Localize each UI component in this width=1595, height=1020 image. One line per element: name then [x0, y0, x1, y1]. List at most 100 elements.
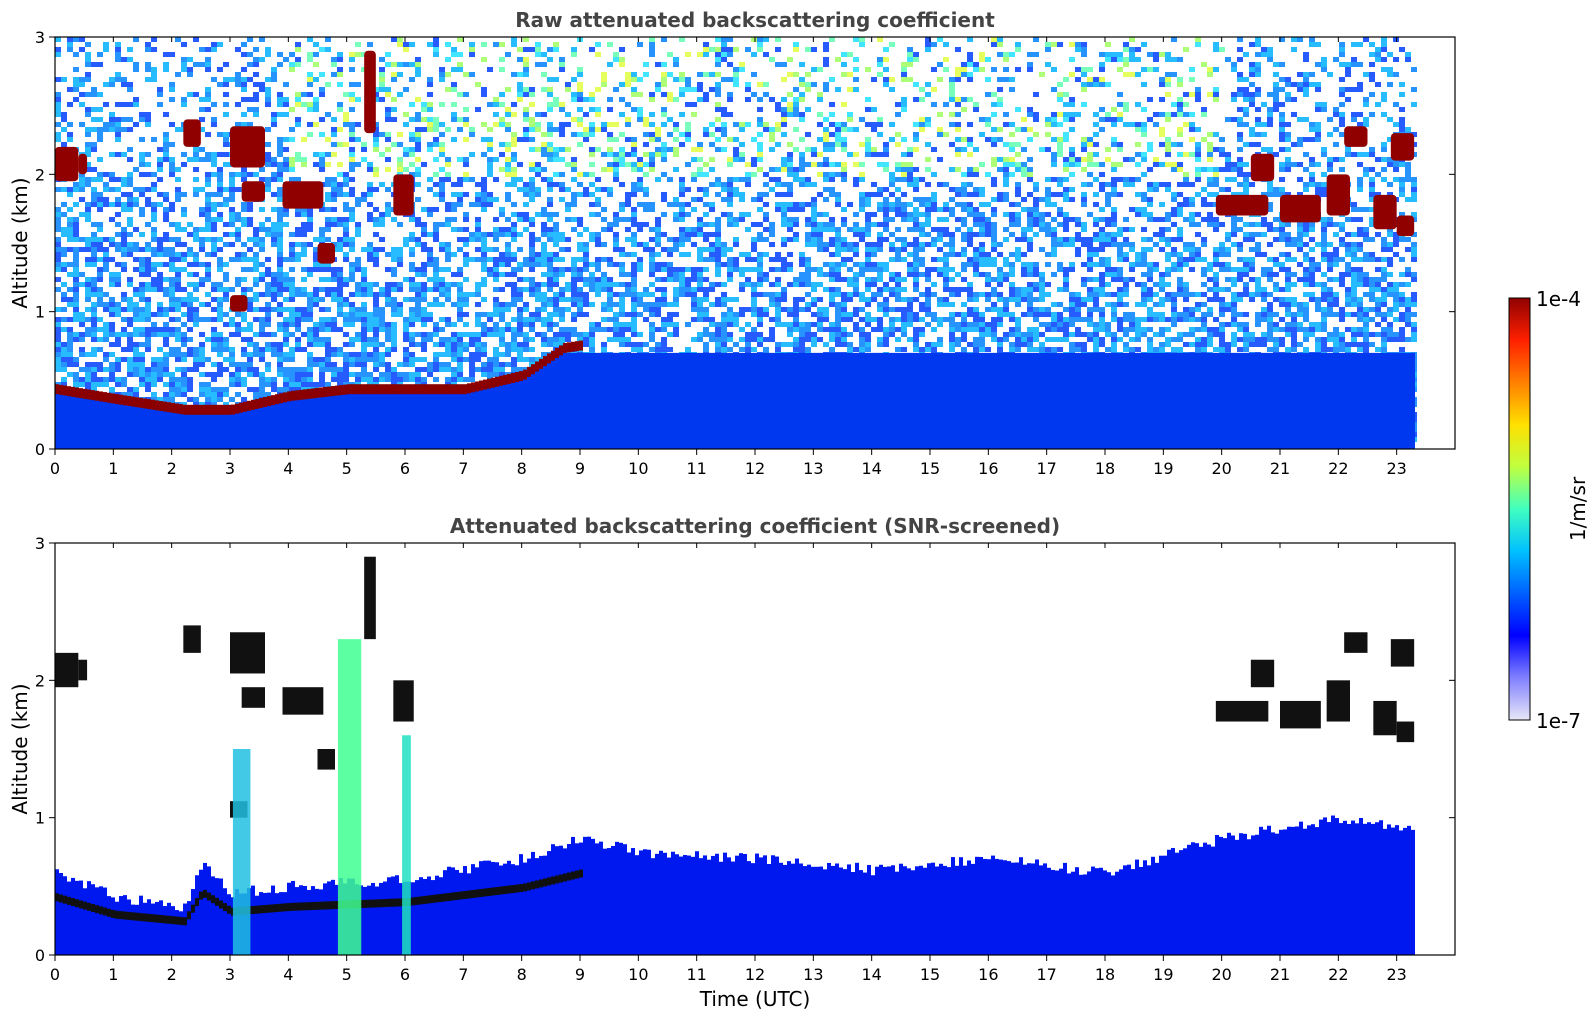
heatmap-cell: [277, 367, 283, 372]
heatmap-cell: [697, 257, 703, 262]
heatmap-cell: [127, 197, 133, 202]
heatmap-cell: [163, 192, 169, 197]
heatmap-cell: [247, 357, 253, 362]
heatmap-cell: [67, 297, 73, 302]
heatmap-cell: [697, 227, 703, 232]
heatmap-cell: [175, 347, 181, 352]
heatmap-cell: [319, 162, 325, 167]
heatmap-cell: [715, 217, 721, 222]
heatmap-cell: [385, 137, 391, 142]
heatmap-cell: [235, 172, 241, 177]
heatmap-cell: [475, 367, 481, 372]
heatmap-cell: [115, 247, 121, 252]
heatmap-cell: [463, 157, 469, 162]
heatmap-cell: [307, 337, 313, 342]
heatmap-cell: [709, 302, 715, 307]
heatmap-cell: [505, 197, 511, 202]
heatmap-cell: [493, 272, 499, 277]
heatmap-cell: [379, 317, 385, 322]
heatmap-cell: [475, 332, 481, 337]
heatmap-cell: [547, 257, 553, 262]
heatmap-cell: [223, 287, 229, 292]
heatmap-cell: [73, 52, 79, 57]
heatmap-cell: [133, 347, 139, 352]
heatmap-cell: [115, 332, 121, 337]
heatmap-cell: [277, 242, 283, 247]
heatmap-cell: [625, 237, 631, 242]
heatmap-cell: [427, 127, 433, 132]
heatmap-cell: [709, 247, 715, 252]
heatmap-cell: [229, 352, 235, 357]
heatmap-cell: [211, 347, 217, 352]
heatmap-cell: [319, 207, 325, 212]
heatmap-cell: [61, 297, 67, 302]
heatmap-cell: [499, 207, 505, 212]
heatmap-cell: [295, 292, 301, 297]
heatmap-cell: [535, 252, 541, 257]
heatmap-cell: [715, 192, 721, 197]
heatmap-cell: [169, 207, 175, 212]
heatmap-cell: [319, 72, 325, 77]
heatmap-cell: [433, 357, 439, 362]
heatmap-cell: [283, 162, 289, 167]
heatmap-cell: [451, 322, 457, 327]
heatmap-cell: [451, 67, 457, 72]
heatmap-cell: [271, 177, 277, 182]
heatmap-cell: [379, 352, 385, 357]
heatmap-cell: [457, 92, 463, 97]
heatmap-cell: [451, 137, 457, 142]
heatmap-cell: [505, 112, 511, 117]
heatmap-cell: [223, 92, 229, 97]
heatmap-cell: [487, 362, 493, 367]
heatmap-cell: [361, 197, 367, 202]
heatmap-cell: [301, 162, 307, 167]
heatmap-cell: [73, 312, 79, 317]
heatmap-cell: [547, 252, 553, 257]
heatmap-cell: [583, 282, 589, 287]
heatmap-cell: [337, 302, 343, 307]
heatmap-cell: [433, 137, 439, 142]
heatmap-cell: [97, 157, 103, 162]
heatmap-cell: [85, 182, 91, 187]
heatmap-cell: [169, 302, 175, 307]
heatmap-cell: [295, 47, 301, 52]
heatmap-cell: [289, 367, 295, 372]
heatmap-cell: [679, 217, 685, 222]
heatmap-cell: [55, 222, 61, 227]
heatmap-cell: [157, 177, 163, 182]
heatmap-cell: [115, 277, 121, 282]
heatmap-cell: [373, 367, 379, 372]
heatmap-cell: [205, 397, 211, 402]
heatmap-cell: [97, 337, 103, 342]
heatmap-cell: [199, 157, 205, 162]
heatmap-cell: [211, 77, 217, 82]
heatmap-cell: [481, 277, 487, 282]
heatmap-cell: [55, 252, 61, 257]
heatmap-cell: [283, 297, 289, 302]
heatmap-cell: [691, 317, 697, 322]
heatmap-cell: [667, 312, 673, 317]
heatmap-cell: [235, 382, 241, 387]
heatmap-cell: [91, 187, 97, 192]
heatmap-cell: [385, 352, 391, 357]
heatmap-cell: [259, 87, 265, 92]
heatmap-cell: [61, 117, 67, 122]
heatmap-cell: [133, 267, 139, 272]
heatmap-cell: [73, 252, 79, 257]
heatmap-cell: [415, 357, 421, 362]
heatmap-cell: [331, 372, 337, 377]
heatmap-cell: [661, 92, 667, 97]
heatmap-cell: [463, 117, 469, 122]
heatmap-cell: [193, 157, 199, 162]
heatmap-cell: [697, 232, 703, 237]
heatmap-cell: [331, 267, 337, 272]
heatmap-cell: [97, 132, 103, 137]
heatmap-cell: [451, 372, 457, 377]
heatmap-cell: [133, 62, 139, 67]
heatmap-cell: [133, 312, 139, 317]
heatmap-cell: [229, 177, 235, 182]
heatmap-cell: [85, 247, 91, 252]
heatmap-cell: [571, 132, 577, 137]
heatmap-cell: [265, 87, 271, 92]
heatmap-cell: [253, 297, 259, 302]
